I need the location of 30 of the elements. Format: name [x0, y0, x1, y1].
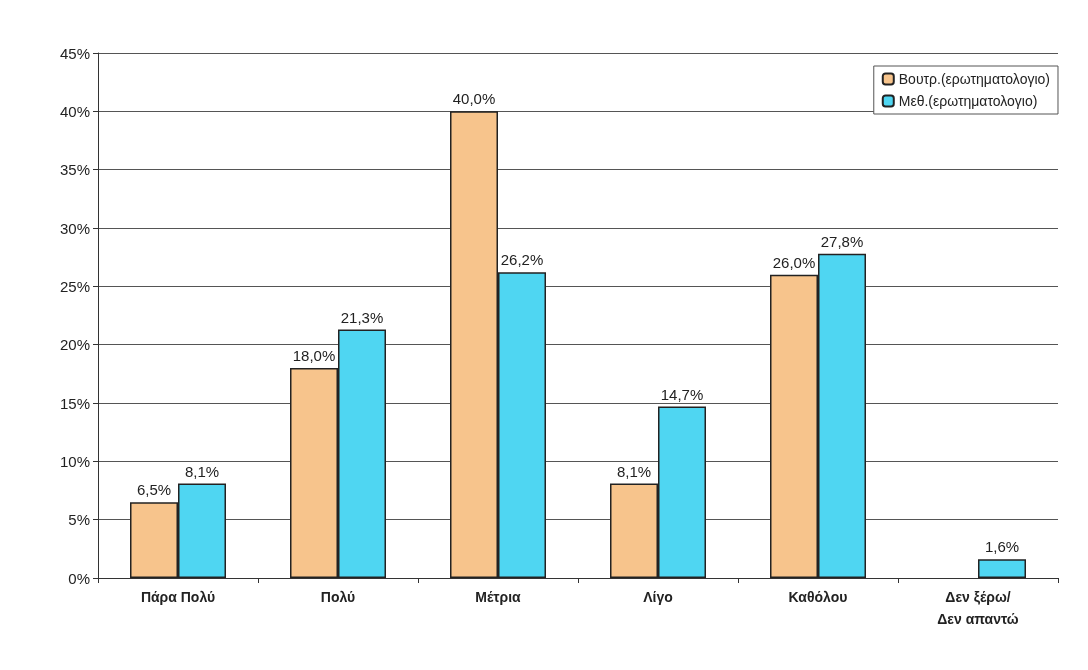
data-label: 21,3% — [340, 308, 384, 326]
data-label: 1,6% — [984, 538, 1020, 556]
data-label: 27,8% — [820, 232, 864, 250]
legend-label: Βουτρ.(ερωτηματολογιο) — [898, 71, 1051, 87]
x-tick-label: Μέτρια — [475, 589, 522, 605]
y-tick-label: 10% — [59, 452, 90, 470]
x-tick-label: Λίγο — [643, 589, 673, 605]
data-label: 8,1% — [184, 462, 220, 480]
y-tick-label: 15% — [59, 394, 90, 412]
x-tick-label: Καθόλου — [788, 589, 848, 605]
y-tick-label: 5% — [68, 511, 90, 529]
y-tick-label: 35% — [59, 161, 90, 179]
bar — [978, 559, 1026, 578]
x-tick-label: Δεν ξέρω/Δεν απαντώ — [937, 589, 1019, 627]
data-label: 18,0% — [292, 347, 336, 364]
y-tick-label: 30% — [59, 219, 90, 237]
data-label: 26,2% — [500, 251, 544, 269]
y-tick-label: 20% — [59, 336, 90, 354]
y-tick-label: 40% — [59, 102, 90, 120]
data-label: 40,0% — [452, 90, 496, 108]
data-label: 14,7% — [660, 385, 704, 403]
x-tick-label: Πολύ — [320, 589, 356, 605]
x-tick-label: Πάρα Πολύ — [140, 589, 216, 605]
data-label: 8,1% — [616, 462, 652, 480]
y-tick-label: 45% — [59, 44, 90, 62]
y-tick-label: 25% — [59, 277, 90, 295]
legend-label: Μεθ.(ερωτηματολογιο) — [898, 93, 1038, 109]
y-tick-label: 0% — [68, 569, 90, 587]
data-label: 6,5% — [136, 481, 172, 499]
data-label: 26,0% — [772, 253, 816, 271]
